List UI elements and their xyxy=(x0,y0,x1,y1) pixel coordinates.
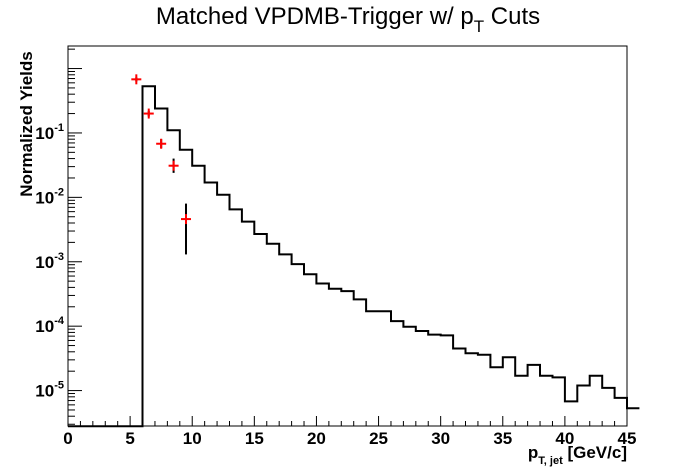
data-point xyxy=(143,108,154,119)
y-tick-label: 10-2 xyxy=(35,186,64,207)
y-axis: 10-5 10-4 10-3 10-2 10-1 xyxy=(35,48,82,425)
data-point xyxy=(181,203,192,255)
data-point xyxy=(131,74,142,85)
plot-frame xyxy=(67,45,628,427)
histogram-line xyxy=(68,85,640,428)
data-points-series xyxy=(131,74,192,255)
y-tick-label: 10-4 xyxy=(35,315,65,336)
x-axis-title: pT, jet [GeV/c] xyxy=(528,443,627,467)
x-tick-label: 30 xyxy=(431,429,450,448)
plot-area: 0 5 10 15 20 25 30 35 40 45 10-5 10-4 10-3 10-2 10-1 xyxy=(35,45,640,448)
x-tick-label: 45 xyxy=(618,429,637,448)
x-tick-label: 0 xyxy=(63,429,72,448)
chart-title-subscript: T xyxy=(474,17,484,36)
x-tick-label: 15 xyxy=(245,429,264,448)
y-tick-label: 10-1 xyxy=(35,122,64,143)
y-axis-title: Normalized Yields xyxy=(17,51,36,197)
x-tick-label: 20 xyxy=(307,429,326,448)
data-point xyxy=(156,138,167,149)
x-tick-label: 25 xyxy=(369,429,388,448)
x-tick-label: 10 xyxy=(183,429,202,448)
x-axis-title-subscript: T, jet xyxy=(538,455,563,467)
y-tick-label: 10-5 xyxy=(35,380,64,401)
y-tick-label: 10-3 xyxy=(35,251,64,272)
x-tick-label: 5 xyxy=(125,429,134,448)
histogram-series xyxy=(68,85,640,428)
x-tick-label: 40 xyxy=(555,429,574,448)
chart-title: Matched VPDMB-Trigger w/ pT Cuts xyxy=(156,3,540,36)
data-point xyxy=(168,158,179,173)
x-axis: 0 5 10 15 20 25 30 35 40 45 xyxy=(63,416,636,448)
x-tick-label: 35 xyxy=(493,429,512,448)
